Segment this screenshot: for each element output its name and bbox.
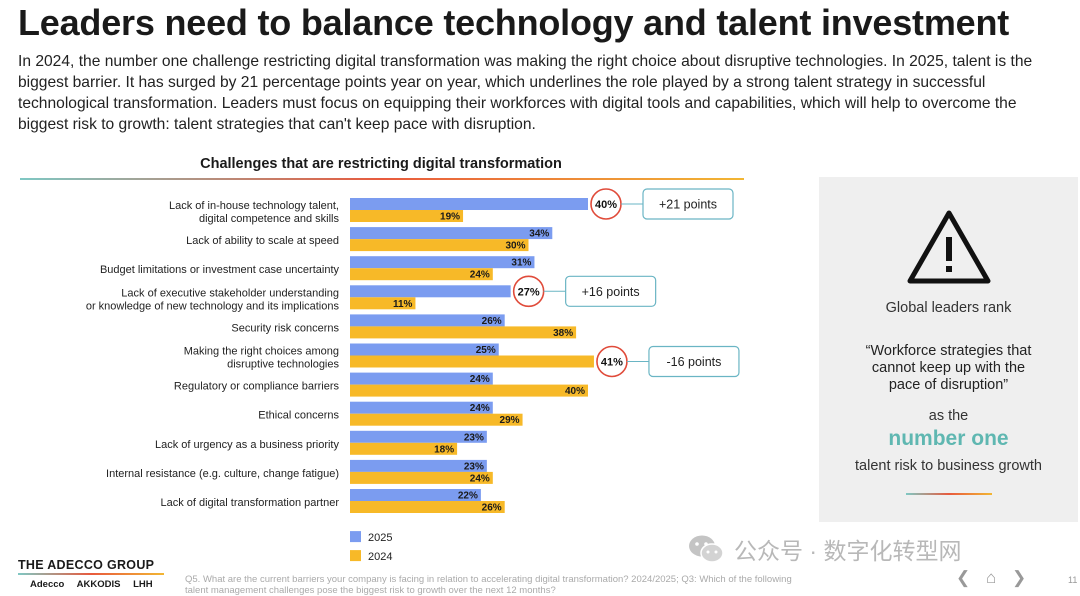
category-label: Ethical concerns: [258, 410, 339, 422]
callout-box: [565, 275, 657, 307]
category-label: Regulatory or compliance barriers: [174, 381, 340, 393]
bar-2025: [350, 401, 493, 414]
category-label: Lack of in-house technology talent,: [169, 200, 339, 212]
bar-2025: [350, 314, 505, 327]
callout-value: 40%: [595, 199, 617, 211]
watermark: 公众号 · 数字化转型网: [688, 532, 961, 566]
category-label: Lack of digital transformation partner: [160, 497, 339, 509]
bar-2025: [350, 459, 487, 472]
data-label: 18%: [434, 444, 454, 455]
callout-value: 27%: [518, 286, 540, 298]
watermark-text: 公众号 · 数字化转型网: [734, 538, 962, 564]
wechat-icon: [689, 535, 724, 563]
footnote: Q5. What are the current barriers your c…: [185, 574, 792, 596]
side-tail-text: talent risk to business growth: [855, 458, 1042, 474]
bar-2025: [350, 285, 511, 298]
category-label: digital competence and skills: [199, 213, 340, 225]
bar-2024: [350, 471, 493, 484]
data-label: 23%: [464, 461, 484, 472]
intro-paragraph: In 2024, the number one challenge restri…: [18, 53, 1033, 133]
legend-label: 2025: [368, 532, 392, 544]
data-label: 19%: [440, 212, 460, 223]
page-number: 11: [1068, 575, 1078, 585]
bar-2024: [350, 239, 529, 252]
next-icon[interactable]: ❯: [1012, 568, 1027, 587]
category-label: disruptive technologies: [227, 359, 339, 371]
bar-2025: [350, 372, 493, 385]
home-icon[interactable]: ⌂: [985, 568, 997, 587]
bar-2024: [350, 501, 505, 513]
bar-2025: [350, 489, 481, 501]
legend-label: 2024: [368, 551, 392, 563]
data-label: 38%: [553, 328, 573, 339]
data-label: 40%: [565, 386, 585, 397]
side-quote-text: “Workforce strategies that cannot keep u…: [865, 343, 1032, 393]
page-title: Leaders need to balance technology and t…: [18, 2, 1010, 43]
data-label: 34%: [529, 229, 549, 240]
legend-swatch-2025: [350, 531, 361, 543]
logo-rule: [18, 573, 164, 575]
side-panel: Global leaders rank “Workforce strategie…: [819, 177, 1078, 522]
prev-icon[interactable]: ❮: [956, 568, 971, 587]
callout-change: +16 points: [582, 285, 640, 299]
bar-2024: [350, 413, 523, 426]
bar-2024: [350, 210, 464, 222]
category-label: Budget limitations or investment case un…: [100, 264, 340, 276]
bar-2025: [350, 256, 535, 269]
data-label: 24%: [470, 374, 490, 385]
callout-change: +21 points: [659, 198, 717, 212]
slide-navigation: ❮ ⌂ ❯: [956, 568, 1037, 588]
bar-2025: [350, 430, 487, 443]
warning-triangle-icon: [907, 210, 991, 284]
bar-2025: [350, 198, 588, 210]
adecco-group-logo: THE ADECCO GROUP: [18, 558, 155, 572]
bar-2025: [350, 343, 499, 356]
side-highlight: number one: [888, 427, 1009, 450]
bar-2024: [350, 326, 577, 339]
data-label: 31%: [511, 258, 531, 269]
data-label: 24%: [470, 473, 490, 484]
brand-lhh: LHH: [133, 579, 153, 590]
category-label: Lack of urgency as a business priority: [155, 439, 340, 451]
brand-adecco: Adecco: [30, 579, 65, 590]
side-rank-text: Global leaders rank: [885, 300, 1012, 316]
data-label: 30%: [505, 241, 525, 252]
data-label: 29%: [500, 415, 520, 426]
data-label: 23%: [464, 432, 484, 443]
category-label: Lack of ability to scale at speed: [186, 235, 339, 247]
bar-2024: [350, 268, 493, 281]
brand-akkodis: AKKODIS: [76, 579, 121, 590]
bar-2024: [350, 384, 588, 397]
data-label: 25%: [476, 345, 496, 356]
data-label: 11%: [393, 299, 413, 310]
bar-2024: [350, 297, 416, 310]
bar-2024: [350, 355, 594, 368]
bar-2025: [350, 227, 553, 240]
data-label: 24%: [470, 403, 490, 414]
category-label: Security risk concerns: [231, 322, 339, 334]
data-label: 22%: [458, 491, 478, 502]
category-label: or knowledge of new technology and its i…: [86, 300, 340, 312]
side-as-the: as the: [928, 408, 969, 424]
callout-box: [648, 345, 740, 378]
category-label: Lack of executive stakeholder understand…: [121, 287, 339, 299]
data-label: 24%: [470, 270, 490, 281]
chart-title-rule: [20, 178, 744, 180]
chart-title: Challenges that are restricting digital …: [200, 156, 562, 172]
category-label: Making the right choices among: [184, 346, 339, 358]
brand-logos: Adecco AKKODIS LHH: [30, 579, 163, 590]
side-rule: [906, 493, 992, 495]
side-quote: “Workforce strategies that cannot keep u…: [819, 343, 1078, 394]
bar-chart: Lack of in-house technology talent,digit…: [86, 188, 740, 563]
callout-change: -16 points: [666, 355, 721, 369]
callout-box: [642, 188, 734, 220]
category-label: Internal resistance (e.g. culture, chang…: [106, 468, 339, 480]
bar-2024: [350, 442, 458, 455]
data-label: 26%: [482, 503, 502, 514]
data-label: 26%: [482, 316, 502, 327]
callout-value: 41%: [601, 357, 623, 369]
legend-swatch-2024: [350, 550, 361, 562]
